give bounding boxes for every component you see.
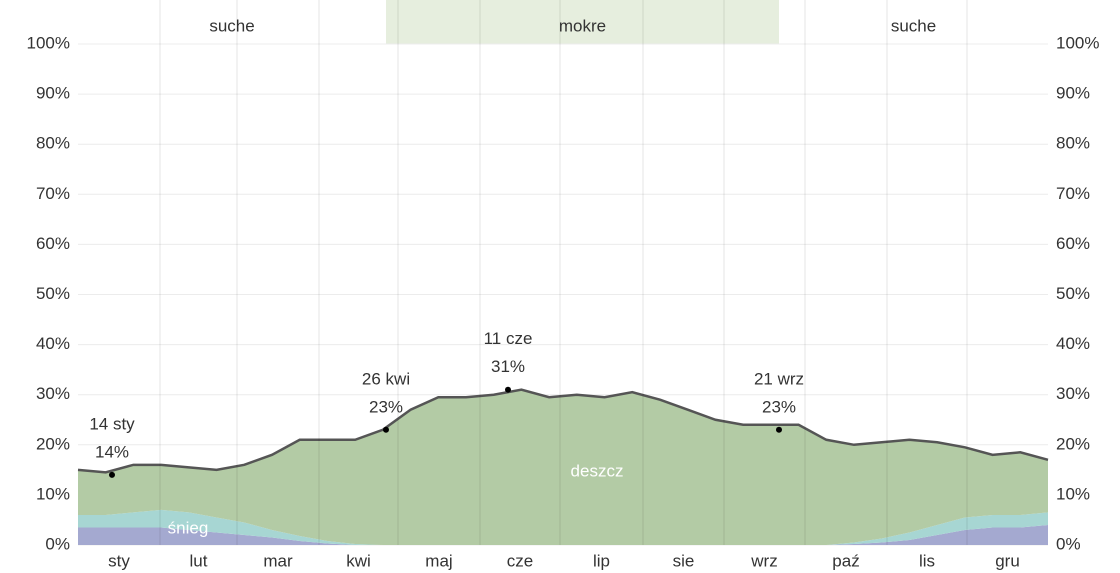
y-tick-label: 10% — [36, 484, 70, 503]
annotation-value: 23% — [369, 397, 403, 416]
series-label: śnieg — [168, 518, 209, 537]
annotation-dot — [776, 426, 782, 433]
season-band — [386, 0, 779, 44]
area — [78, 524, 1048, 545]
x-tick-label: gru — [995, 551, 1020, 570]
season-label: mokre — [559, 16, 606, 35]
total-line — [77, 388, 1049, 474]
y2-tick-label: 30% — [1056, 384, 1090, 403]
x-tick-label: sie — [673, 551, 695, 570]
y-tick-label: 40% — [36, 334, 70, 353]
y-tick-label: 20% — [36, 434, 70, 453]
y2-tick-label: 60% — [1056, 234, 1090, 253]
x-tick-label: sty — [108, 551, 130, 570]
y-tick-label: 50% — [36, 284, 70, 303]
annotation-dot — [505, 386, 511, 393]
annotation-dot — [383, 426, 389, 433]
season-label: suche — [209, 16, 254, 35]
x-tick-label: kwi — [346, 551, 371, 570]
x-tick-label: wrz — [750, 551, 777, 570]
y2-tick-label: 50% — [1056, 284, 1090, 303]
y-tick-label: 60% — [36, 234, 70, 253]
area — [78, 509, 1048, 545]
x-tick-label: paź — [832, 551, 859, 570]
y-tick-label: 70% — [36, 184, 70, 203]
series-label: deszcz — [571, 461, 624, 480]
x-tick-label: cze — [507, 551, 533, 570]
y2-tick-label: 10% — [1056, 484, 1090, 503]
y-tick-label: 100% — [27, 33, 70, 52]
y2-tick-label: 20% — [1056, 434, 1090, 453]
annotation-date: 26 kwi — [362, 369, 410, 388]
y2-tick-label: 90% — [1056, 84, 1090, 103]
y-tick-label: 90% — [36, 84, 70, 103]
x-tick-label: lip — [593, 551, 610, 570]
y2-tick-label: 0% — [1056, 534, 1081, 553]
x-tick-label: mar — [263, 551, 293, 570]
y-tick-label: 0% — [45, 534, 70, 553]
annotation-value: 31% — [491, 357, 525, 376]
season-label: suche — [891, 16, 936, 35]
annotation-value: 14% — [95, 442, 129, 461]
annotation-dot — [109, 471, 115, 478]
y2-tick-label: 80% — [1056, 134, 1090, 153]
x-tick-label: lut — [190, 551, 208, 570]
area — [78, 389, 1048, 545]
annotation-value: 23% — [762, 397, 796, 416]
annotation-date: 21 wrz — [754, 369, 804, 388]
x-tick-label: lis — [919, 551, 935, 570]
y2-tick-label: 40% — [1056, 334, 1090, 353]
y-tick-label: 80% — [36, 134, 70, 153]
y-tick-label: 30% — [36, 384, 70, 403]
y2-tick-label: 70% — [1056, 184, 1090, 203]
annotation-date: 11 cze — [484, 329, 533, 348]
annotation-date: 14 sty — [89, 414, 135, 433]
x-tick-label: maj — [425, 551, 452, 570]
y2-tick-label: 100% — [1056, 33, 1099, 52]
